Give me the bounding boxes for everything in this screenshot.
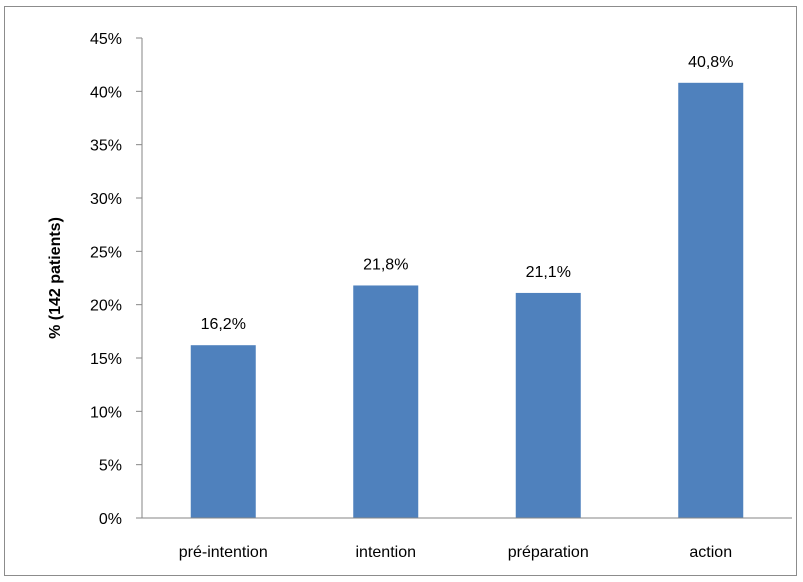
category-label: action: [689, 544, 732, 561]
category-labels: pré-intention intention préparation action: [179, 544, 732, 561]
category-label: préparation: [508, 544, 589, 561]
y-tick-label: 20%: [90, 298, 122, 315]
data-label: 16,2%: [201, 316, 246, 333]
bars: [190, 82, 744, 519]
y-tick-label: 5%: [99, 458, 122, 475]
data-labels: 16,2% 21,8% 21,1% 40,8%: [201, 54, 734, 333]
y-axis-ticks: 0% 5% 10% 15% 20% 25% 30% 35% 40% 45%: [90, 31, 142, 528]
y-axis-title: % (142 patients): [47, 217, 64, 339]
bar: [353, 285, 419, 518]
data-label: 21,8%: [363, 256, 408, 273]
y-tick-label: 15%: [90, 351, 122, 368]
y-tick-label: 25%: [90, 244, 122, 261]
bar: [515, 292, 581, 518]
y-tick-label: 10%: [90, 404, 122, 421]
y-tick-label: 30%: [90, 191, 122, 208]
bar: [190, 345, 256, 518]
y-tick-label: 35%: [90, 138, 122, 155]
category-label: intention: [356, 544, 417, 561]
category-label: pré-intention: [179, 544, 268, 561]
y-tick-label: 0%: [99, 511, 122, 528]
bar: [678, 82, 744, 519]
data-label: 21,1%: [526, 264, 571, 281]
y-tick-label: 40%: [90, 84, 122, 101]
data-label: 40,8%: [688, 54, 733, 71]
y-tick-label: 45%: [90, 31, 122, 48]
